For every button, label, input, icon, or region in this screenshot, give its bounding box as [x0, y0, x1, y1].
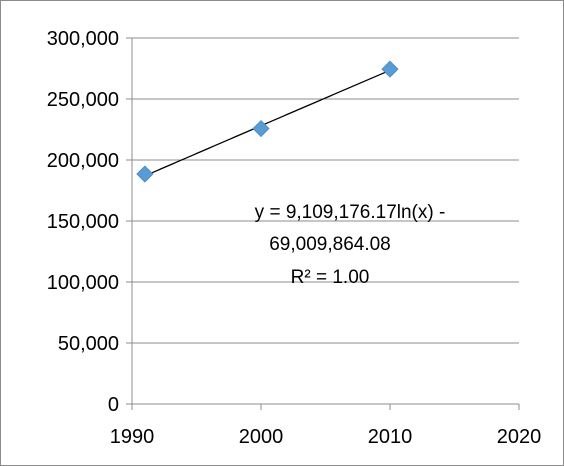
- y-tick-label-2: 100,000: [47, 272, 119, 294]
- trendline-path: [144, 69, 391, 177]
- y-tick-label-3: 150,000: [47, 211, 119, 233]
- x-tick-label-2: 2010: [368, 426, 413, 448]
- r-squared-label: R² = 1.00: [291, 267, 370, 288]
- data-point-0-1: [252, 119, 270, 138]
- x-tick-label-0: 1990: [110, 426, 155, 448]
- y-tick-label-1: 50,000: [58, 333, 119, 355]
- gridlines: [132, 37, 519, 344]
- y-tick-label-4: 200,000: [47, 150, 119, 172]
- trendline: [144, 69, 391, 177]
- y-tick-label-6: 300,000: [47, 28, 119, 50]
- data-points: [136, 60, 399, 183]
- axes: [126, 37, 520, 410]
- y-tick-label-0: 0: [108, 394, 119, 416]
- data-point-0-0: [136, 165, 154, 183]
- trend-equation-line-1: y = 9,109,176.17ln(x) -: [255, 202, 446, 223]
- trend-equation-line-2: 69,009,864.08: [269, 234, 391, 255]
- tick-labels: 0 50,000 100,000 150,000 200,000 250,000 300,0…: [47, 28, 542, 448]
- y-tick-label-5: 250,000: [47, 89, 119, 111]
- data-point-0-2: [381, 60, 399, 78]
- x-tick-label-3: 2020: [497, 426, 542, 448]
- x-tick-label-1: 2000: [239, 426, 284, 448]
